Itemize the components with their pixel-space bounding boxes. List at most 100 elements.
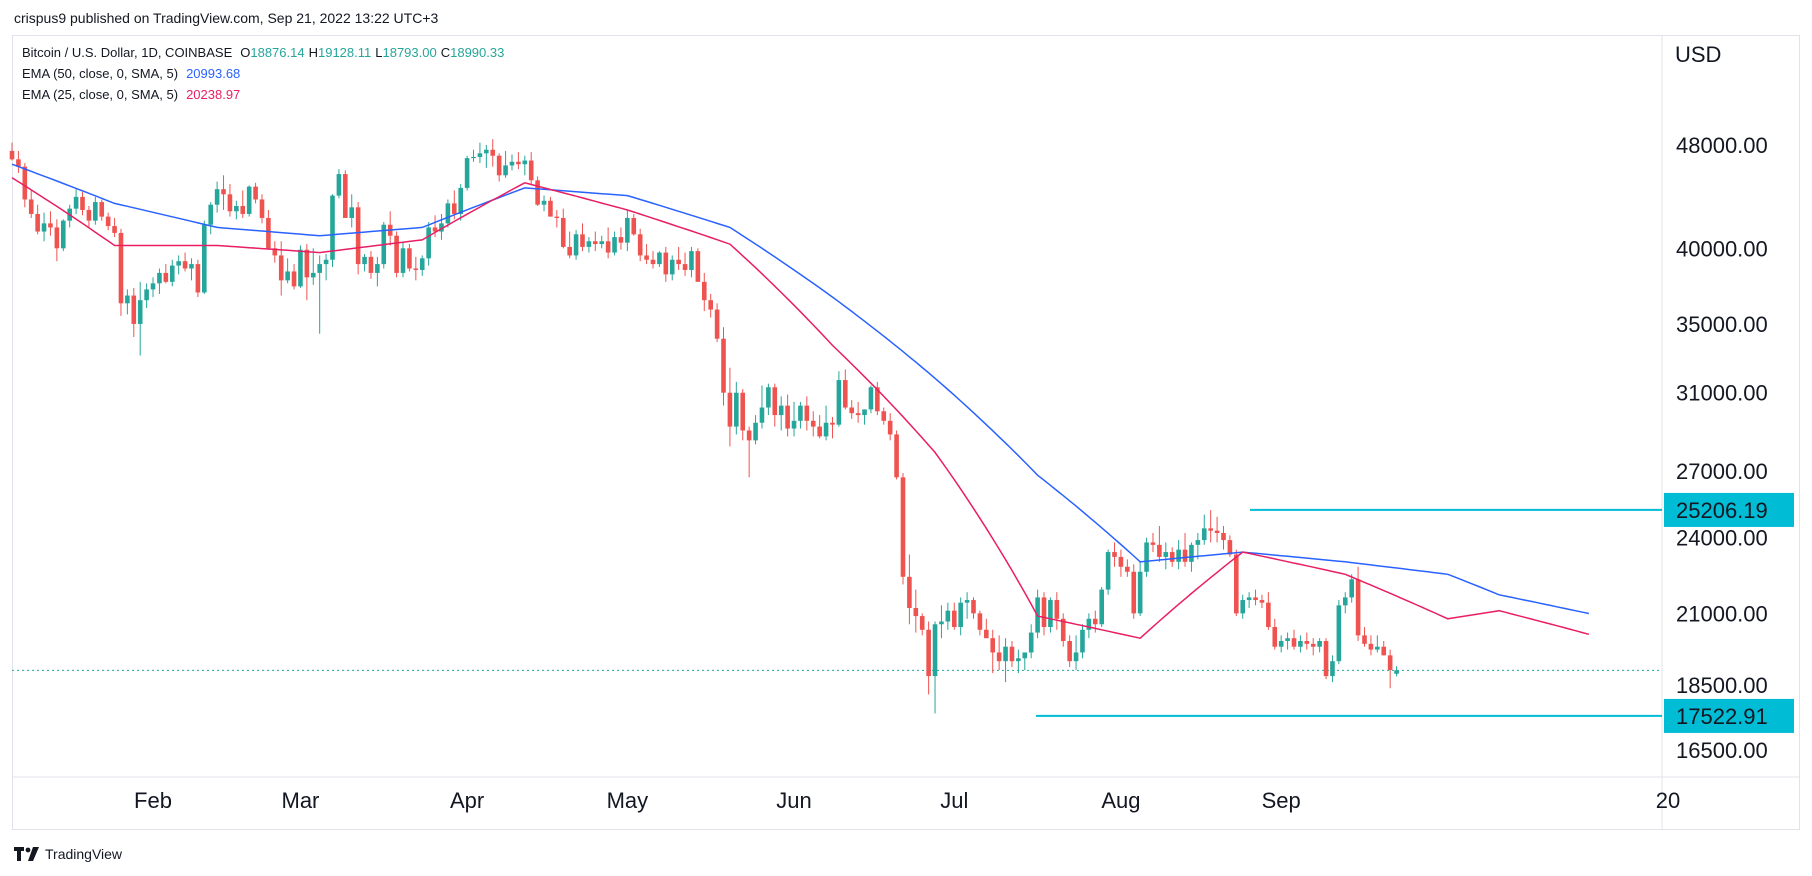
candle[interactable]	[413, 256, 419, 281]
candle[interactable]	[599, 235, 605, 249]
candle[interactable]	[80, 191, 85, 216]
candle[interactable]	[105, 212, 111, 231]
candle[interactable]	[375, 256, 380, 287]
candle[interactable]	[650, 251, 656, 269]
chart-frame[interactable]	[12, 35, 1800, 830]
candle[interactable]	[560, 208, 566, 249]
candle[interactable]	[1176, 540, 1181, 570]
candle[interactable]	[1112, 542, 1117, 567]
candle[interactable]	[785, 394, 790, 437]
candle[interactable]	[394, 231, 399, 278]
candle[interactable]	[9, 142, 15, 161]
candle[interactable]	[1246, 592, 1252, 608]
candle[interactable]	[509, 154, 515, 171]
candle[interactable]	[1387, 649, 1393, 689]
candle[interactable]	[836, 371, 842, 427]
candle[interactable]	[387, 211, 393, 246]
candle[interactable]	[349, 194, 355, 228]
candle[interactable]	[676, 246, 681, 270]
candle[interactable]	[894, 430, 899, 480]
candle[interactable]	[1163, 542, 1169, 570]
candle[interactable]	[823, 405, 829, 441]
candle[interactable]	[1323, 638, 1329, 680]
candle[interactable]	[259, 194, 265, 224]
candle[interactable]	[1041, 592, 1047, 636]
candle[interactable]	[471, 149, 476, 162]
candle[interactable]	[496, 153, 502, 182]
candle[interactable]	[1342, 592, 1348, 614]
candle[interactable]	[208, 202, 214, 235]
candle[interactable]	[689, 246, 694, 278]
candle[interactable]	[144, 283, 149, 308]
candle[interactable]	[1022, 652, 1028, 671]
candle[interactable]	[1016, 649, 1021, 674]
candle[interactable]	[740, 389, 746, 441]
candle[interactable]	[567, 231, 572, 259]
candle[interactable]	[855, 401, 861, 423]
candle[interactable]	[657, 251, 662, 268]
candle[interactable]	[266, 209, 271, 250]
candle[interactable]	[1137, 561, 1143, 617]
candle[interactable]	[1086, 613, 1092, 639]
candle[interactable]	[99, 199, 105, 221]
candle[interactable]	[202, 220, 207, 295]
candle[interactable]	[234, 200, 239, 220]
candle[interactable]	[766, 383, 771, 416]
candle[interactable]	[503, 150, 508, 178]
candle[interactable]	[881, 407, 887, 425]
candle[interactable]	[862, 409, 867, 425]
candle[interactable]	[625, 209, 630, 252]
candle[interactable]	[868, 385, 874, 414]
candle[interactable]	[176, 255, 181, 275]
candle[interactable]	[753, 415, 758, 445]
candle[interactable]	[990, 629, 996, 674]
candle[interactable]	[169, 259, 175, 287]
candle[interactable]	[246, 185, 252, 217]
candle[interactable]	[618, 227, 624, 250]
candle[interactable]	[1009, 641, 1015, 668]
candle[interactable]	[1310, 638, 1316, 656]
candle[interactable]	[221, 175, 226, 210]
candle[interactable]	[1266, 592, 1271, 630]
candle[interactable]	[1131, 564, 1137, 619]
candle[interactable]	[362, 253, 367, 272]
candle[interactable]	[714, 303, 720, 343]
candle[interactable]	[817, 415, 822, 439]
candle[interactable]	[1394, 666, 1399, 677]
candle[interactable]	[1157, 526, 1162, 562]
candle[interactable]	[458, 184, 463, 221]
candle[interactable]	[484, 145, 489, 168]
candle[interactable]	[1195, 533, 1201, 560]
candle[interactable]	[772, 383, 778, 427]
candle[interactable]	[189, 258, 194, 281]
candle[interactable]	[125, 289, 130, 315]
candle[interactable]	[118, 228, 124, 316]
candle[interactable]	[150, 277, 156, 298]
candle[interactable]	[1201, 514, 1207, 545]
candle[interactable]	[1304, 632, 1310, 650]
candle[interactable]	[336, 169, 342, 199]
candle[interactable]	[535, 176, 540, 207]
candle[interactable]	[804, 396, 810, 431]
candle[interactable]	[16, 150, 21, 173]
ema50-line[interactable]	[11, 163, 1590, 615]
candle[interactable]	[1054, 592, 1060, 630]
candle[interactable]	[996, 635, 1002, 671]
candle[interactable]	[1080, 624, 1085, 659]
candle[interactable]	[330, 194, 335, 268]
candle[interactable]	[1234, 549, 1239, 617]
candle[interactable]	[1144, 537, 1149, 577]
candle[interactable]	[1375, 635, 1380, 653]
candle[interactable]	[426, 222, 431, 266]
candle[interactable]	[1067, 635, 1072, 668]
candle[interactable]	[240, 190, 246, 218]
candle[interactable]	[939, 605, 944, 639]
candle[interactable]	[663, 246, 669, 282]
candle[interactable]	[573, 230, 579, 260]
candle[interactable]	[1003, 638, 1008, 683]
candle[interactable]	[368, 251, 374, 279]
candle[interactable]	[746, 426, 752, 478]
candle[interactable]	[48, 211, 53, 236]
candle[interactable]	[875, 381, 880, 416]
